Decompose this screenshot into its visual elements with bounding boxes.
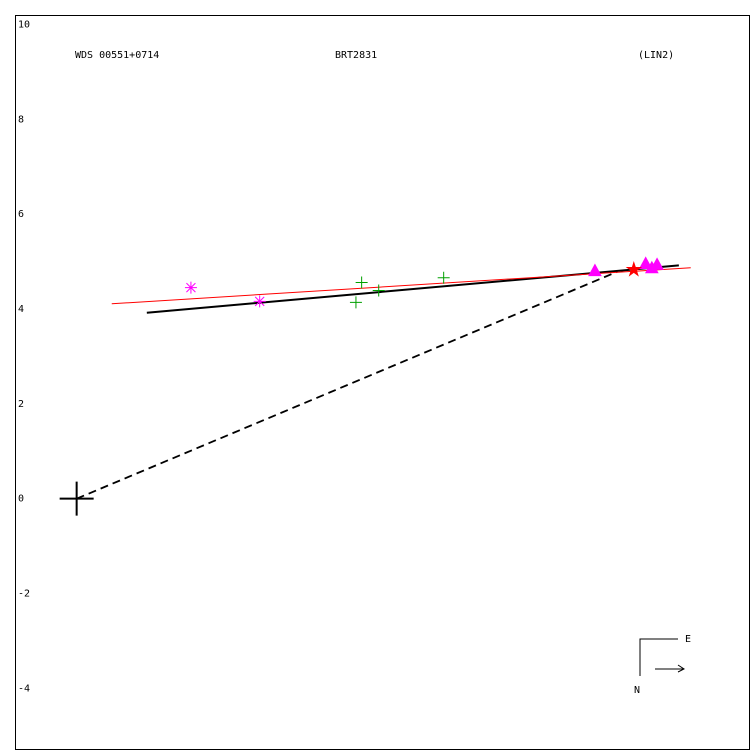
marker [355, 276, 368, 289]
series-line [111, 267, 691, 305]
y-tick-label: 8 [18, 114, 24, 125]
annotation: (LIN2) [638, 50, 674, 61]
series-line [76, 270, 619, 500]
compass: E N [634, 634, 691, 696]
marker [349, 296, 362, 309]
y-tick-label: 10 [18, 19, 30, 30]
y-tick-label: -4 [18, 683, 30, 694]
marker [372, 284, 385, 297]
chart-title: WDS 00551+0714 [75, 50, 159, 61]
compass-axes [639, 638, 678, 676]
chart-subtitle: BRT2831 [335, 50, 377, 61]
y-tick-label: 0 [18, 494, 24, 505]
marker [588, 263, 602, 277]
marker [253, 295, 266, 308]
y-tick-label: 6 [18, 209, 24, 220]
y-tick-label: 2 [18, 399, 24, 410]
y-tick-label: 4 [18, 304, 24, 315]
marker [437, 271, 450, 284]
marker [638, 256, 653, 269]
y-tick-label: -2 [18, 589, 30, 600]
marker [625, 260, 643, 277]
compass-north: N [634, 685, 640, 696]
marker [59, 481, 94, 516]
marker [650, 257, 664, 270]
marker [184, 281, 197, 294]
plot-frame [15, 15, 750, 750]
compass-east: E [685, 634, 691, 645]
compass-arrow [655, 664, 685, 673]
